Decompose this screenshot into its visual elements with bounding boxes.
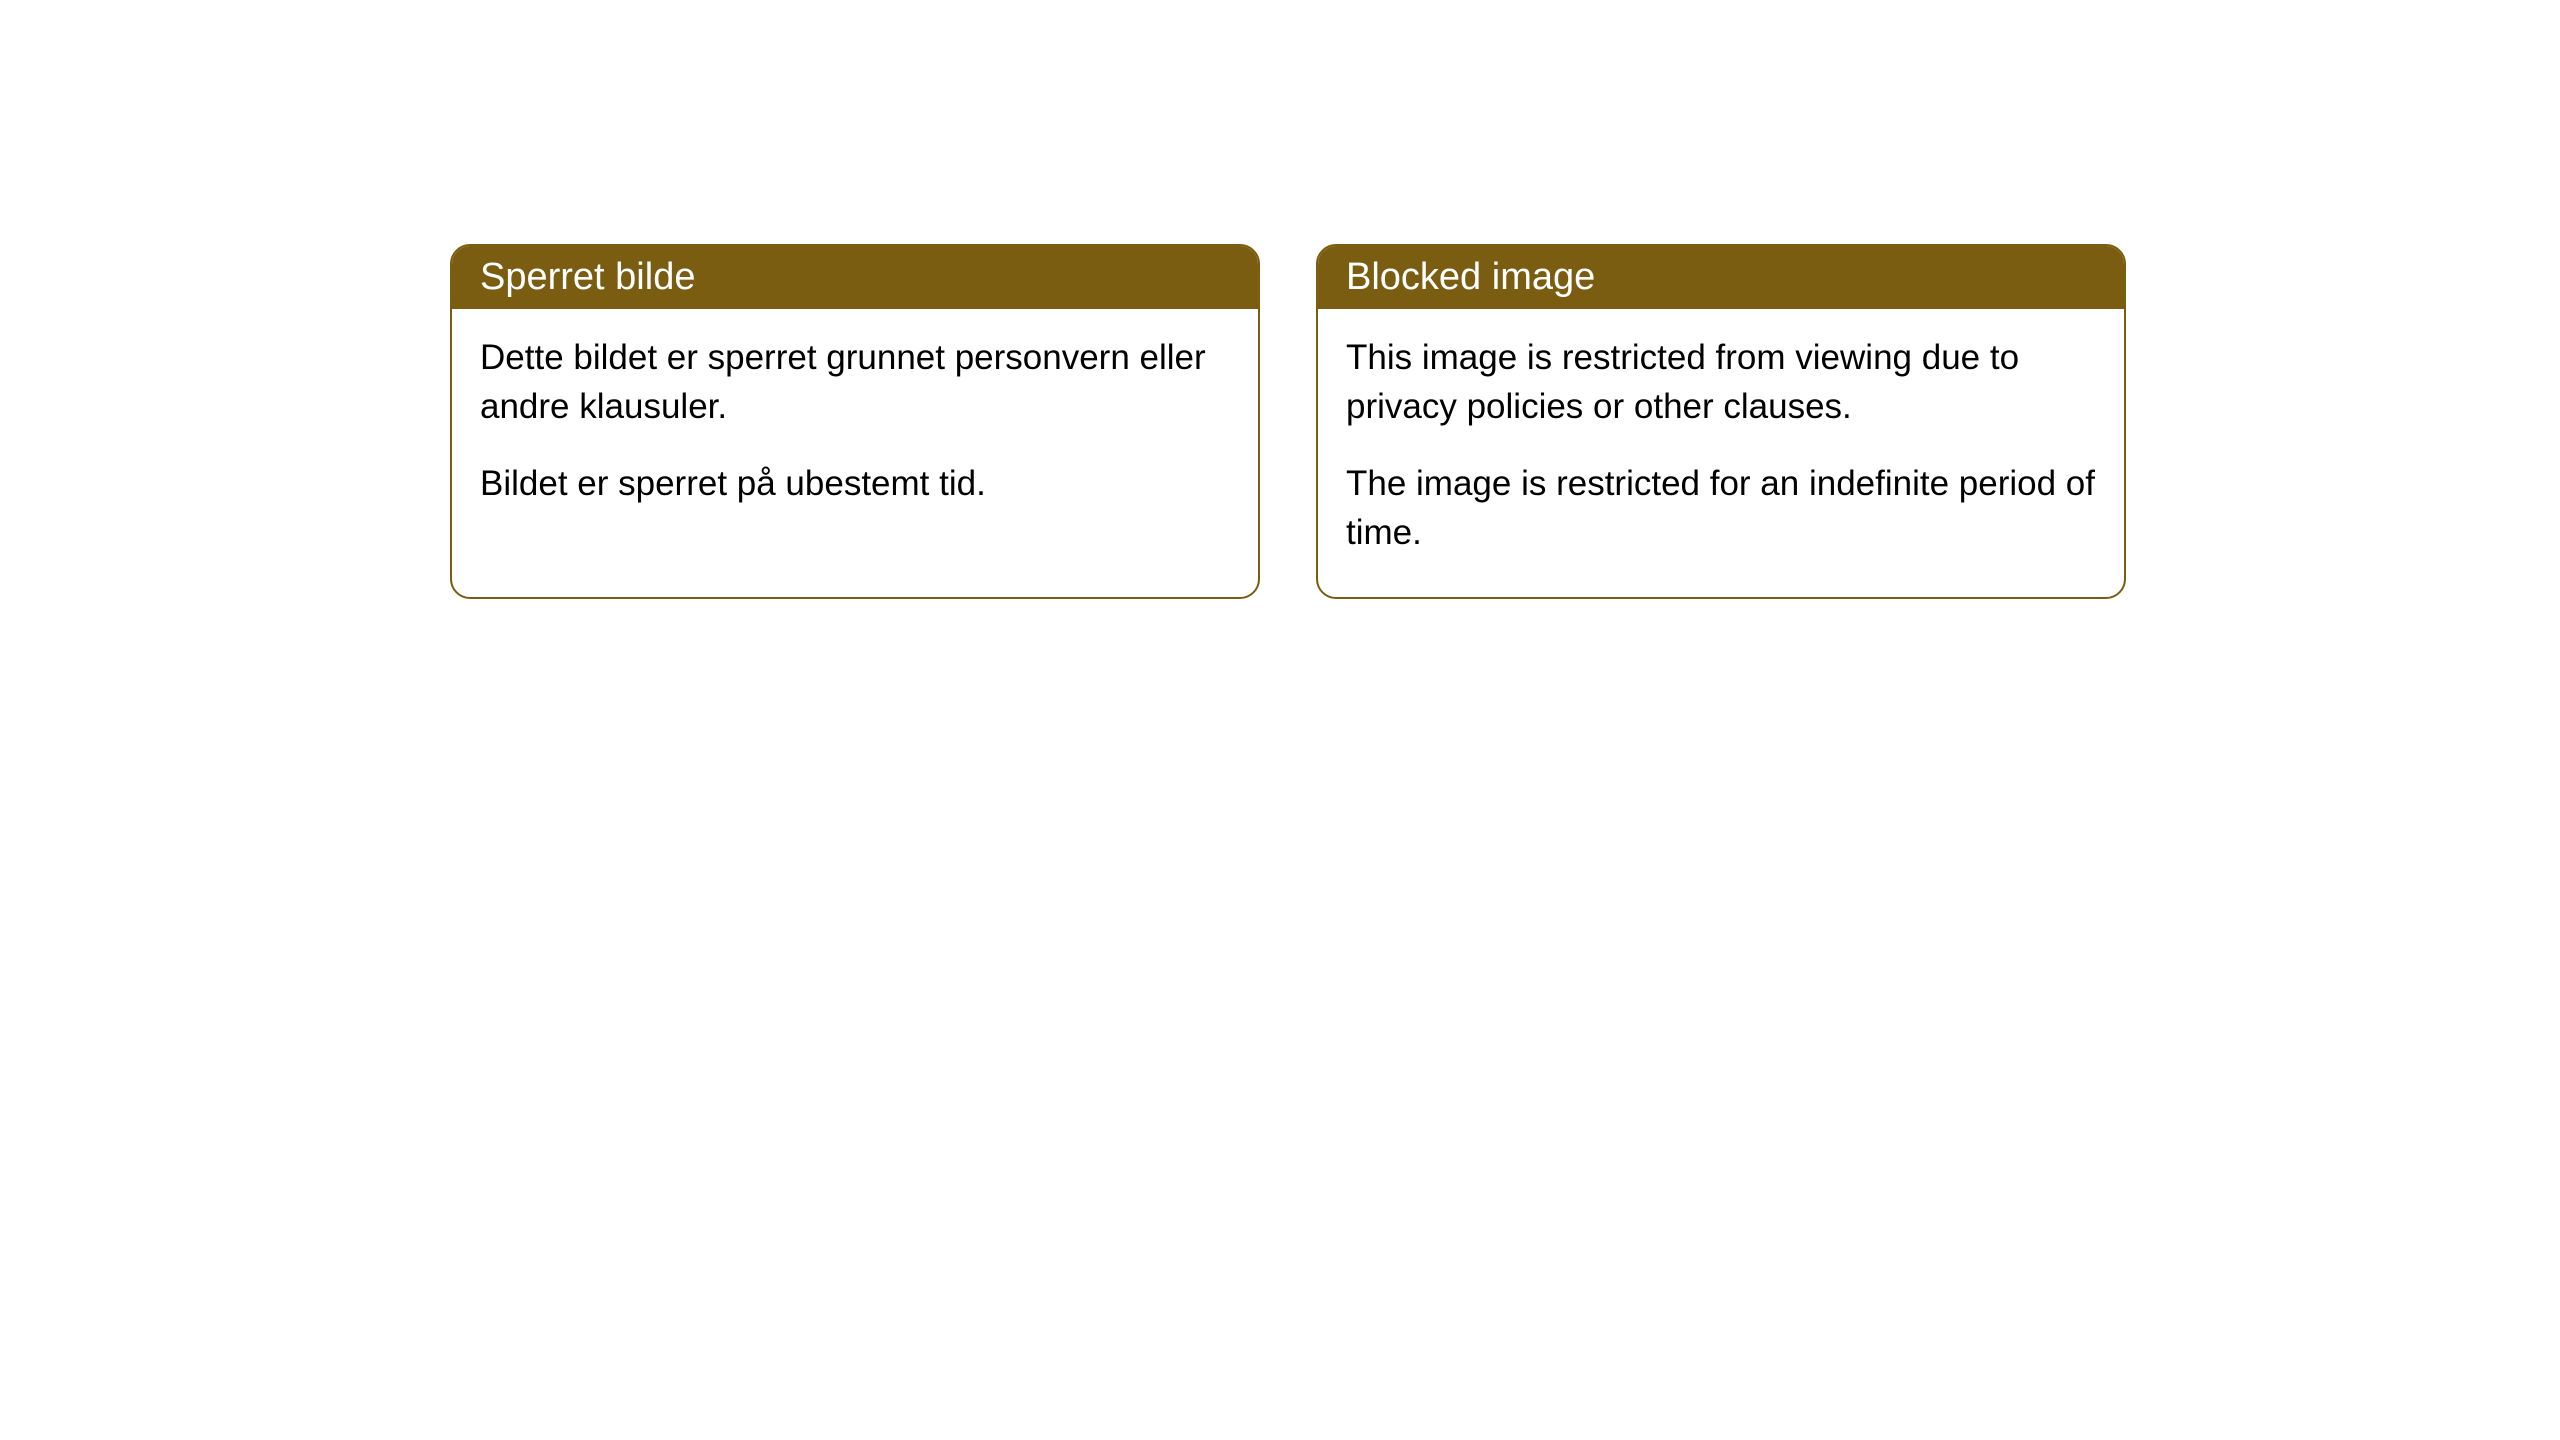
card-body: Dette bildet er sperret grunnet personve… (452, 309, 1258, 548)
card-header: Sperret bilde (452, 246, 1258, 309)
notice-card-norwegian: Sperret bilde Dette bildet er sperret gr… (450, 244, 1260, 599)
card-body: This image is restricted from viewing du… (1318, 309, 2124, 597)
notice-cards-container: Sperret bilde Dette bildet er sperret gr… (450, 244, 2126, 599)
notice-card-english: Blocked image This image is restricted f… (1316, 244, 2126, 599)
card-paragraph: The image is restricted for an indefinit… (1346, 459, 2096, 557)
card-paragraph: Bildet er sperret på ubestemt tid. (480, 459, 1230, 508)
card-header: Blocked image (1318, 246, 2124, 309)
card-paragraph: This image is restricted from viewing du… (1346, 333, 2096, 431)
card-paragraph: Dette bildet er sperret grunnet personve… (480, 333, 1230, 431)
